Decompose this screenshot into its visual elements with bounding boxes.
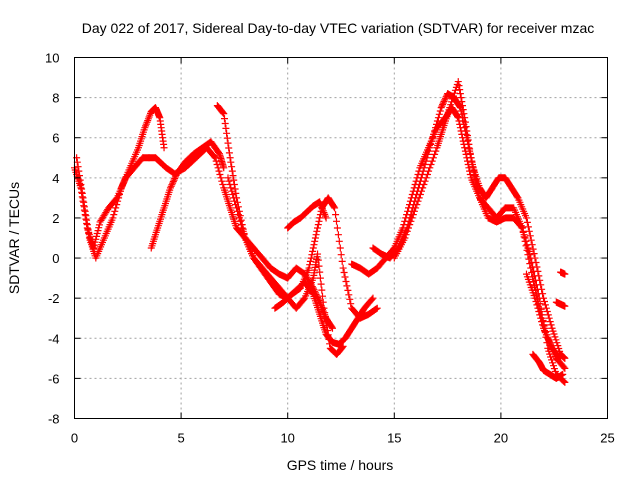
data-point [429,134,437,142]
y-tick-label: 4 [52,171,59,186]
data-point [226,154,234,162]
data-point [422,174,430,182]
y-tick-label: -2 [48,291,60,306]
interpolated-point-markers [553,298,568,310]
x-tick-label: 0 [71,431,78,446]
data-series [224,174,347,358]
data-point [339,264,347,272]
data-series [73,104,168,262]
y-tick-label: 0 [52,251,59,266]
x-axis-label: GPS time / hours [287,457,394,473]
x-tick-label: 15 [387,431,401,446]
x-tick-label: 5 [177,431,184,446]
interpolated-point-markers [392,81,568,385]
data-point [437,104,445,112]
data-point [311,234,319,242]
interpolated-point-markers [225,177,346,358]
data-point [467,154,475,162]
interpolated-point-markers [530,351,566,382]
data-series [348,104,569,372]
data-point [320,304,328,312]
data-series [522,270,565,362]
interpolated-point-markers [284,198,329,231]
x-tick-label: 25 [600,431,614,446]
data-series [390,78,569,386]
chart-title: Day 022 of 2017, Sidereal Day-to-day VTE… [82,20,595,36]
interpolated-point-markers [523,273,564,361]
data-series [71,144,336,332]
interpolated-point-markers [349,105,568,371]
y-tick-label: -6 [48,371,60,386]
data-series [557,268,569,278]
interpolated-point-markers [272,195,380,322]
y-tick-label: 6 [52,131,59,146]
data-point [527,254,535,262]
interpolated-point-markers [557,268,568,278]
tick-layer: 0 5 10 15 20 25 -8 -6 -4 -2 0 2 4 6 8 10 [45,51,615,446]
y-tick-label: 8 [52,91,59,106]
y-tick-label: -8 [48,412,60,427]
data-point [461,114,469,122]
data-series [147,138,228,252]
data-point [79,194,87,202]
x-tick-label: 10 [280,431,294,446]
interpolated-point-markers [148,138,227,250]
data-layer [71,78,569,386]
y-axis-label: SDTVAR / TECUs [6,182,22,294]
plot-frame [74,57,608,419]
y-tick-label: -4 [48,331,60,346]
data-point [233,204,241,212]
data-series [284,198,330,232]
data-series [529,350,567,382]
y-tick-label: 2 [52,211,59,226]
interpolated-point-markers [73,104,168,260]
interpolated-point-markers [71,145,336,331]
data-point [224,174,232,182]
data-point [412,204,420,212]
y-tick-label: 10 [45,51,59,66]
x-tick-label: 20 [494,431,508,446]
data-series [552,298,569,310]
data-series [271,194,381,322]
